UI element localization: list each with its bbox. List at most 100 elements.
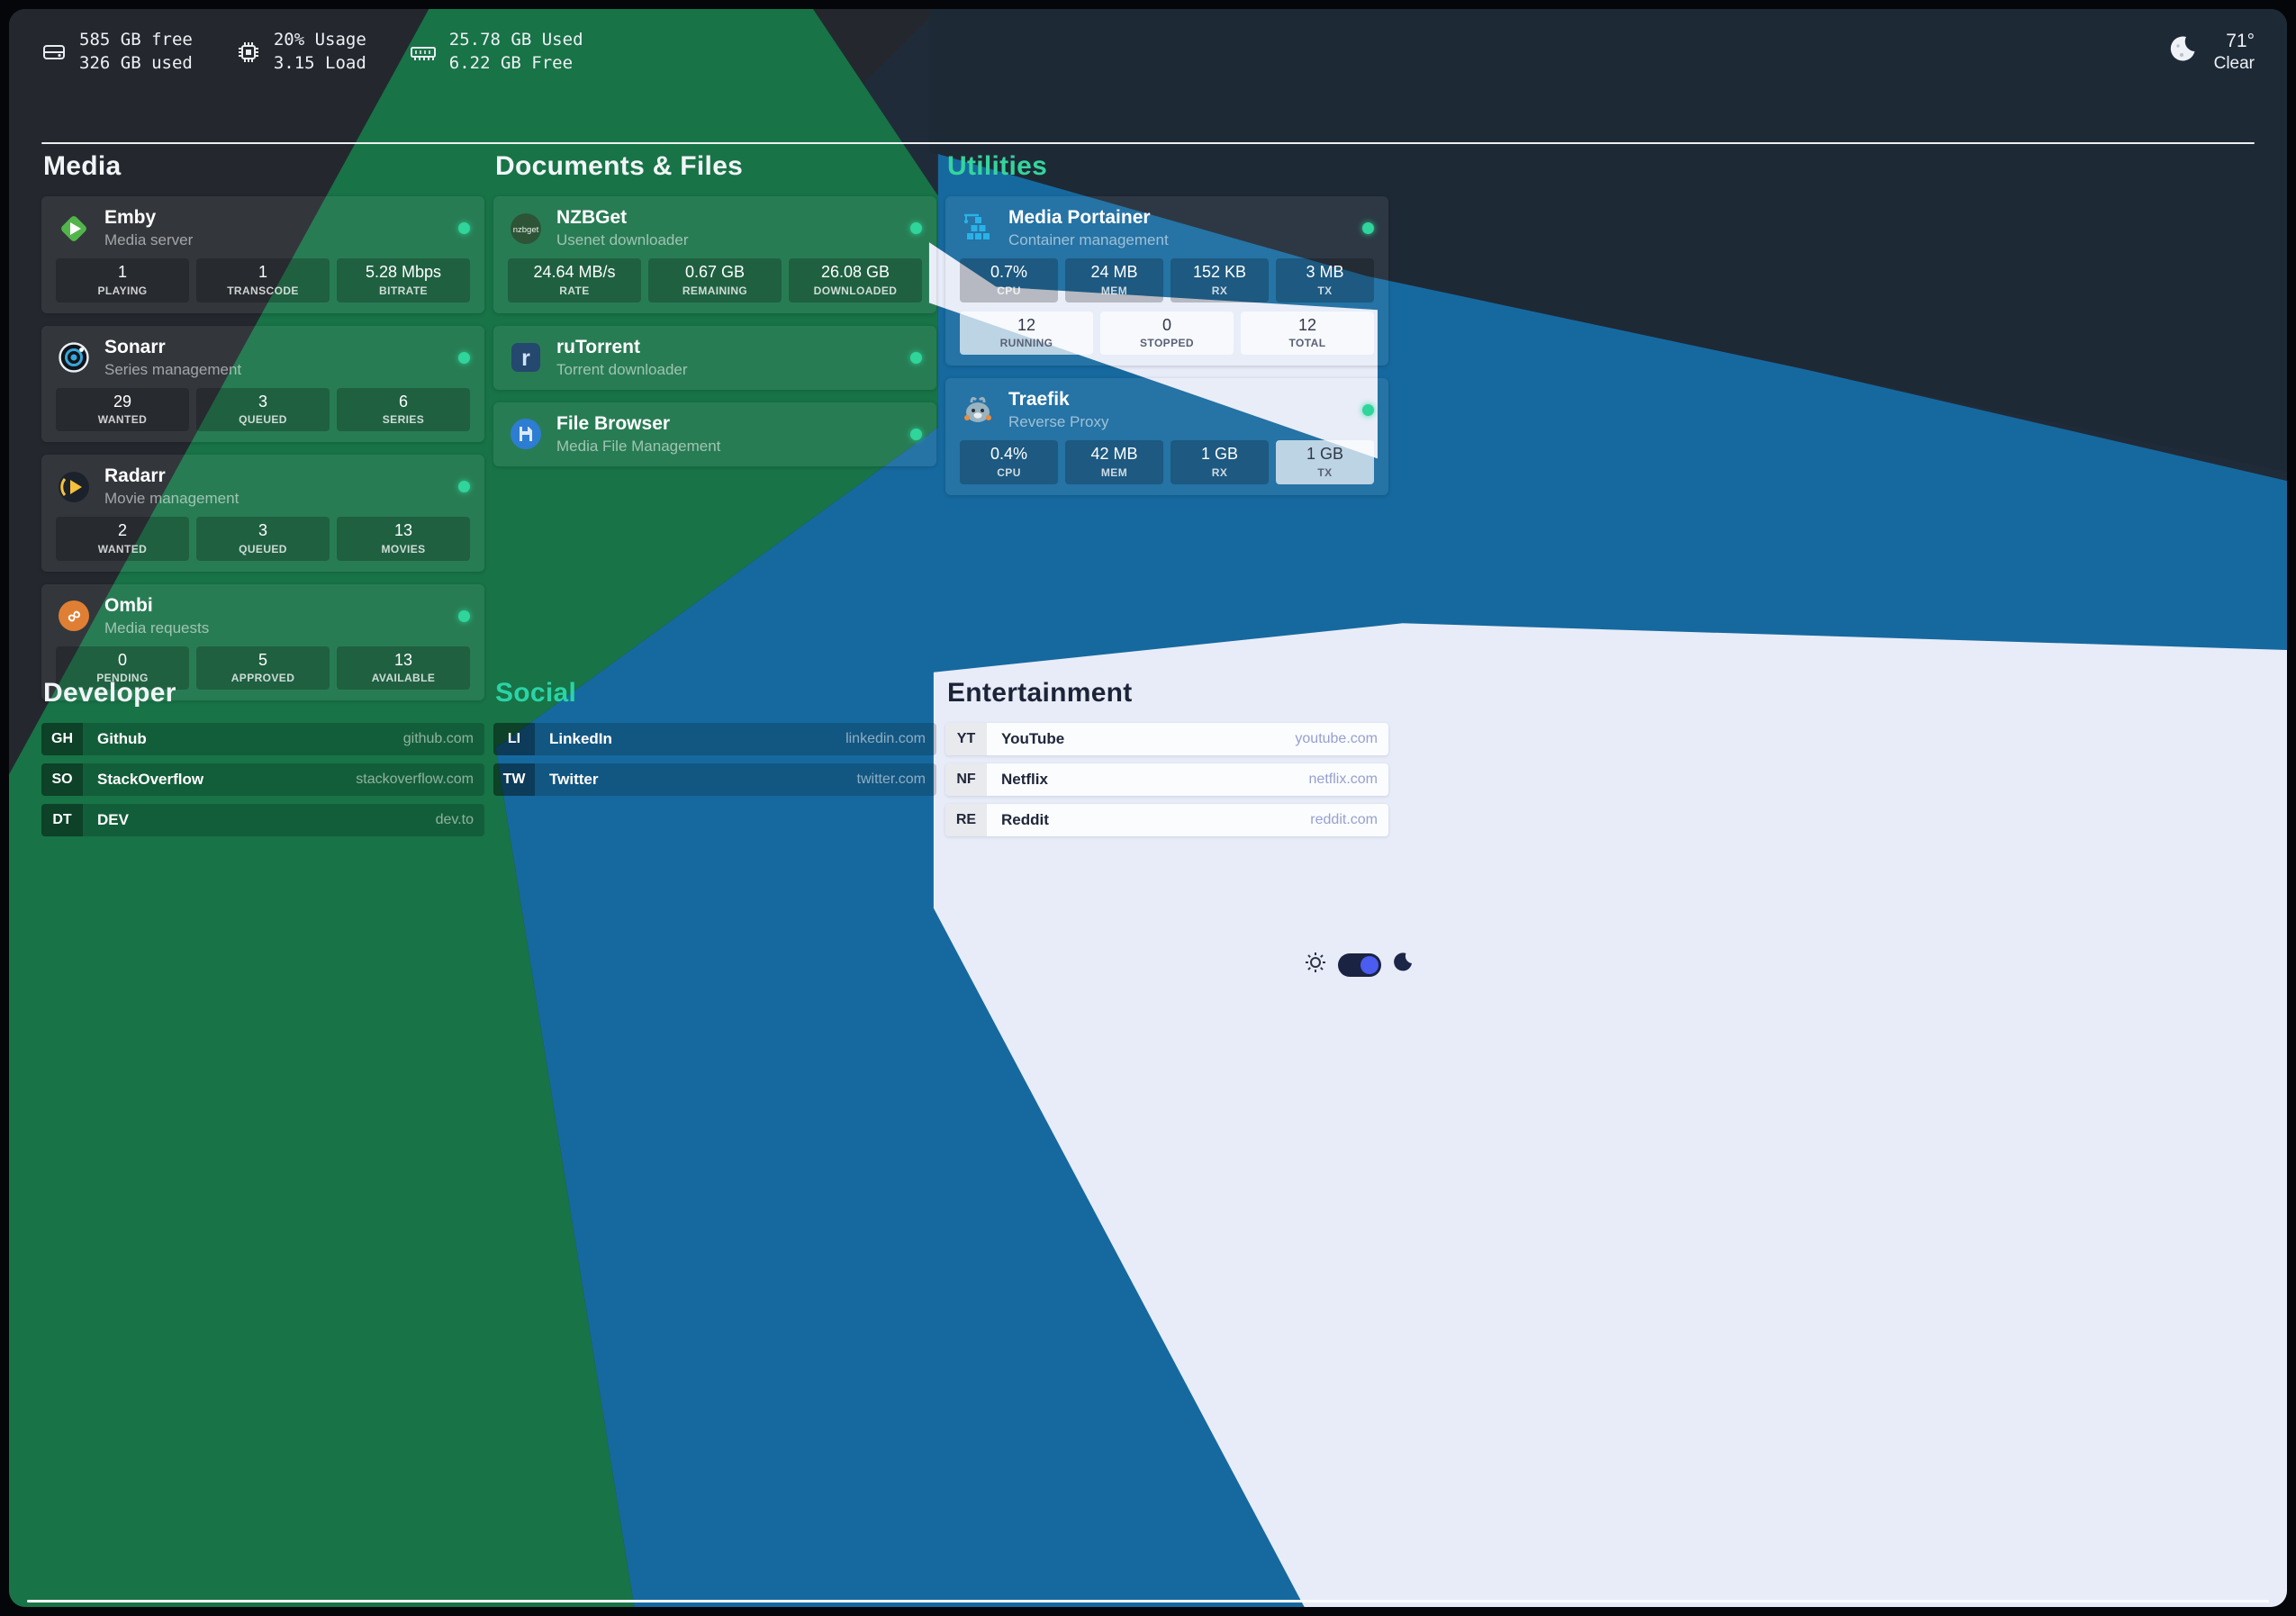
stat-value: 1 bbox=[258, 263, 267, 281]
app-card-portainer[interactable]: Media Portainer Container management 0.7… bbox=[945, 196, 1388, 366]
stat-box: 3 QUEUED bbox=[196, 517, 330, 561]
stat-box: 0.67 GB REMAINING bbox=[648, 258, 782, 302]
filebrowser-icon bbox=[508, 416, 544, 452]
dark-mode-toggle[interactable] bbox=[1338, 952, 1381, 977]
stat-box: 3 QUEUED bbox=[196, 387, 330, 431]
bookmark-linkedin[interactable]: LI LinkedIn linkedin.com bbox=[493, 723, 936, 755]
stat-value: 0.67 GB bbox=[684, 263, 746, 281]
stat-value: 0.7% bbox=[990, 263, 1028, 281]
stat-label: AVAILABLE bbox=[371, 672, 436, 684]
bookmark-tag: YT bbox=[945, 723, 987, 755]
stat-label: TOTAL bbox=[1288, 337, 1326, 349]
weather-temperature: 71° bbox=[2226, 30, 2255, 51]
status-dot-online bbox=[1362, 404, 1374, 416]
stat-box: 0 STOPPED bbox=[1100, 311, 1234, 355]
app-name: NZBGet bbox=[556, 207, 628, 228]
bookmark-reddit[interactable]: RE Reddit reddit.com bbox=[945, 804, 1388, 836]
bookmark-netflix[interactable]: NF Netflix netflix.com bbox=[945, 763, 1388, 796]
bookmark-url: dev.to bbox=[435, 812, 474, 827]
weather-condition: Clear bbox=[2213, 53, 2255, 73]
stat-box: 5.28 Mbps BITRATE bbox=[337, 258, 470, 302]
stat-value: 3 bbox=[258, 521, 267, 539]
moon-icon bbox=[2165, 33, 2198, 70]
section-entertainment: Entertainment YT YouTube youtube.com NF … bbox=[945, 678, 1388, 844]
app-card-emby[interactable]: Emby Media server 1 PLAYING 1 TRANSCODE 5.… bbox=[41, 196, 484, 313]
stat-label: CPU bbox=[997, 284, 1021, 297]
stat-label: DOWNLOADED bbox=[813, 284, 898, 297]
app-card-sonarr[interactable]: Sonarr Series management 29 WANTED 3 QUEUE… bbox=[41, 325, 484, 442]
memory-usage-stat: 25.78 GB Used 6.22 GB Free bbox=[410, 29, 583, 75]
status-dot-online bbox=[458, 609, 470, 622]
stat-label: TRANSCODE bbox=[227, 284, 299, 297]
app-name: Sonarr bbox=[104, 336, 166, 357]
status-dot-online bbox=[458, 222, 470, 234]
app-card-rutorrent[interactable]: r ruTorrent Torrent downloader bbox=[493, 325, 936, 390]
stat-box: 42 MB MEM bbox=[1065, 440, 1163, 484]
stat-label: APPROVED bbox=[231, 672, 295, 684]
stat-value: 3 MB bbox=[1306, 263, 1344, 281]
stat-value: 13 bbox=[393, 521, 413, 539]
stat-label: TX bbox=[1317, 465, 1333, 479]
bookmark-url: github.com bbox=[402, 731, 474, 746]
app-name: Emby bbox=[104, 207, 157, 228]
bookmark-tag: TW bbox=[493, 763, 535, 796]
bookmark-tag: NF bbox=[945, 763, 987, 796]
bookmark-stackoverflow[interactable]: SO StackOverflow stackoverflow.com bbox=[41, 763, 484, 796]
sonarr-icon bbox=[56, 339, 92, 375]
stat-value: 24 MB bbox=[1090, 263, 1138, 281]
stat-box: 12 RUNNING bbox=[960, 311, 1093, 355]
bookmark-twitter[interactable]: TW Twitter twitter.com bbox=[493, 763, 936, 796]
status-dot-online bbox=[910, 222, 922, 234]
stat-value: 12 bbox=[1017, 315, 1036, 334]
stat-value: 0.4% bbox=[990, 445, 1028, 463]
section-title-social: Social bbox=[495, 678, 577, 708]
stat-box: 13 AVAILABLE bbox=[337, 645, 470, 690]
bookmark-tag: GH bbox=[41, 723, 83, 755]
section-utilities: Utilities Media Portainer Container mana… bbox=[945, 151, 1388, 508]
theme-toggle-group bbox=[1304, 951, 1414, 979]
app-name: Ombi bbox=[104, 594, 153, 616]
memory-icon bbox=[410, 40, 437, 65]
bookmark-github[interactable]: GH Github github.com bbox=[41, 723, 484, 755]
stat-label: STOPPED bbox=[1140, 337, 1194, 349]
stat-label: QUEUED bbox=[239, 542, 287, 555]
weather-widget: 71° Clear bbox=[2165, 30, 2255, 75]
app-card-nzbget[interactable]: nzbget NZBGet Usenet downloader 24.64 MB… bbox=[493, 196, 936, 313]
stat-value: 42 MB bbox=[1090, 445, 1138, 463]
bookmark-url: stackoverflow.com bbox=[356, 772, 474, 787]
svg-text:r: r bbox=[521, 346, 530, 371]
stat-box: 13 MOVIES bbox=[337, 517, 470, 561]
status-dot-online bbox=[458, 351, 470, 364]
stat-label: WANTED bbox=[97, 542, 148, 555]
bookmark-label: LinkedIn bbox=[549, 730, 612, 747]
disk-icon bbox=[41, 40, 67, 65]
traefik-icon bbox=[960, 393, 996, 429]
bookmark-url: twitter.com bbox=[856, 772, 926, 787]
bookmark-dev[interactable]: DT DEV dev.to bbox=[41, 804, 484, 836]
app-subtitle: Torrent downloader bbox=[556, 360, 688, 378]
portainer-icon bbox=[960, 211, 996, 247]
app-name: Media Portainer bbox=[1008, 207, 1151, 228]
stat-box: 1 GB TX bbox=[1276, 440, 1374, 484]
stat-value: 29 bbox=[113, 392, 132, 411]
stat-label: RUNNING bbox=[999, 337, 1053, 349]
stat-value: 1 GB bbox=[1306, 445, 1344, 463]
stat-label: RATE bbox=[559, 284, 590, 297]
stat-value: 5.28 Mbps bbox=[365, 263, 442, 281]
ombi-icon: ∞ bbox=[56, 598, 92, 634]
stat-value: 1 GB bbox=[1200, 445, 1239, 463]
stat-box: 26.08 GB DOWNLOADED bbox=[789, 258, 922, 302]
app-card-filebrowser[interactable]: File Browser Media File Management bbox=[493, 402, 936, 466]
bookmark-youtube[interactable]: YT YouTube youtube.com bbox=[945, 723, 1388, 755]
stat-value: 5 bbox=[258, 650, 267, 669]
sun-icon[interactable] bbox=[1304, 951, 1327, 979]
app-card-radarr[interactable]: Radarr Movie management 2 WANTED 3 QUEUED … bbox=[41, 455, 484, 572]
section-media: Media Emby Media server 1 PLAYING bbox=[41, 151, 484, 713]
stat-value: 12 bbox=[1297, 315, 1317, 334]
status-dot-online bbox=[910, 351, 922, 364]
stat-label: PLAYING bbox=[97, 284, 148, 297]
app-card-ombi[interactable]: ∞ Ombi Media requests 0 PENDING 5 APPROVED… bbox=[41, 583, 484, 700]
svg-text:nzbget: nzbget bbox=[513, 225, 539, 235]
moon-toggle-icon[interactable] bbox=[1392, 952, 1414, 978]
app-card-traefik[interactable]: Traefik Reverse Proxy 0.4% CPU 42 MB MEM 1… bbox=[945, 378, 1388, 495]
